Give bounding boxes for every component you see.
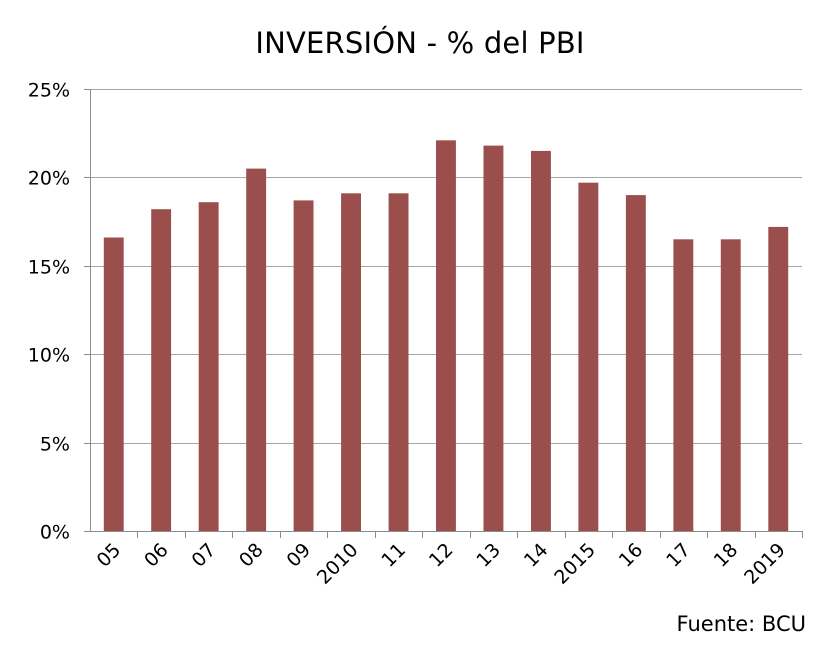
y-tick-label: 0%	[40, 522, 70, 544]
y-tick-label: 25%	[28, 80, 70, 102]
bar	[388, 193, 409, 532]
x-tick-label: 2019	[740, 539, 790, 589]
bar	[720, 239, 741, 532]
bar	[436, 140, 456, 532]
bar	[483, 145, 504, 531]
chart-source: Fuente: BCU	[676, 612, 806, 636]
x-tick-label: 12	[425, 539, 458, 572]
x-tick-label: 13	[472, 539, 505, 572]
x-tick-label: 05	[93, 539, 126, 572]
x-tick-label: 2010	[313, 539, 363, 589]
x-tick-label: 06	[140, 539, 173, 572]
y-tick-label: 5%	[40, 434, 70, 456]
bar	[151, 209, 172, 531]
bar	[246, 168, 267, 531]
x-tick-label: 16	[615, 539, 648, 572]
bar	[341, 193, 361, 532]
x-tick-label: 17	[662, 539, 695, 572]
x-tick-label: 08	[235, 539, 268, 572]
x-tick-label: 11	[377, 539, 410, 572]
bar	[768, 226, 789, 531]
x-tick-label: 18	[710, 539, 743, 572]
x-tick-label: 2015	[550, 539, 600, 589]
x-tick-label: 07	[188, 539, 221, 572]
bar	[531, 150, 551, 531]
bar	[578, 182, 599, 531]
bar	[625, 195, 646, 531]
bar	[198, 202, 219, 531]
bar	[293, 200, 314, 531]
x-tick-label: 14	[520, 539, 553, 572]
bar	[103, 237, 124, 531]
chart-title: INVERSIÓN - % del PBI	[255, 26, 585, 60]
bar	[673, 239, 694, 532]
y-tick-label: 20%	[28, 168, 70, 190]
y-tick-label: 15%	[28, 257, 70, 279]
y-tick-label: 10%	[28, 345, 70, 367]
x-tick-label: 09	[282, 539, 315, 572]
